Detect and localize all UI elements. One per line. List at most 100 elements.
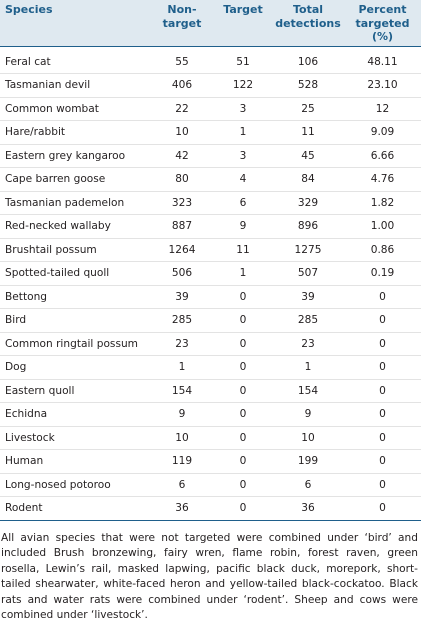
cell-species: Echidna xyxy=(0,403,150,427)
cell-non-target: 10 xyxy=(150,121,214,145)
cell-target: 1 xyxy=(214,262,272,286)
cell-total-detections: 329 xyxy=(272,191,344,215)
cell-total-detections: 11 xyxy=(272,121,344,145)
cell-percent-targeted: 1.82 xyxy=(344,191,421,215)
cell-non-target: 10 xyxy=(150,426,214,450)
cell-total-detections: 154 xyxy=(272,379,344,403)
cell-target: 0 xyxy=(214,285,272,309)
cell-non-target: 506 xyxy=(150,262,214,286)
cell-species: Hare/rabbit xyxy=(0,121,150,145)
cell-non-target: 1264 xyxy=(150,238,214,262)
cell-species: Tasmanian devil xyxy=(0,74,150,98)
cell-total-detections: 1275 xyxy=(272,238,344,262)
cell-target: 0 xyxy=(214,403,272,427)
header-non-target-label: Non- target xyxy=(163,3,202,30)
cell-species: Rodent xyxy=(0,497,150,521)
cell-total-detections: 9 xyxy=(272,403,344,427)
cell-total-detections: 23 xyxy=(272,332,344,356)
cell-percent-targeted: 23.10 xyxy=(344,74,421,98)
cell-target: 9 xyxy=(214,215,272,239)
cell-target: 0 xyxy=(214,473,272,497)
cell-non-target: 36 xyxy=(150,497,214,521)
cell-target: 0 xyxy=(214,450,272,474)
cell-non-target: 23 xyxy=(150,332,214,356)
detections-table: Species Non- target Target Total detecti… xyxy=(0,0,421,521)
cell-total-detections: 106 xyxy=(272,46,344,74)
cell-non-target: 119 xyxy=(150,450,214,474)
cell-total-detections: 84 xyxy=(272,168,344,192)
table-footnote: All avian species that were not targeted… xyxy=(0,521,421,624)
cell-non-target: 285 xyxy=(150,309,214,333)
cell-species: Common wombat xyxy=(0,97,150,121)
header-target-label: Target xyxy=(223,3,263,16)
cell-target: 0 xyxy=(214,497,272,521)
cell-species: Human xyxy=(0,450,150,474)
cell-percent-targeted: 0 xyxy=(344,450,421,474)
cell-species: Bird xyxy=(0,309,150,333)
cell-percent-targeted: 0 xyxy=(344,403,421,427)
cell-non-target: 323 xyxy=(150,191,214,215)
cell-percent-targeted: 0 xyxy=(344,332,421,356)
cell-target: 0 xyxy=(214,379,272,403)
cell-target: 0 xyxy=(214,309,272,333)
cell-total-detections: 896 xyxy=(272,215,344,239)
header-total-detections: Total detections xyxy=(272,0,344,46)
cell-target: 1 xyxy=(214,121,272,145)
cell-percent-targeted: 0.86 xyxy=(344,238,421,262)
cell-target: 4 xyxy=(214,168,272,192)
cell-percent-targeted: 0 xyxy=(344,309,421,333)
cell-percent-targeted: 0 xyxy=(344,379,421,403)
cell-total-detections: 45 xyxy=(272,144,344,168)
cell-percent-targeted: 12 xyxy=(344,97,421,121)
cell-target: 6 xyxy=(214,191,272,215)
cell-percent-targeted: 0.19 xyxy=(344,262,421,286)
cell-total-detections: 6 xyxy=(272,473,344,497)
cell-species: Brushtail possum xyxy=(0,238,150,262)
header-total-label: Total detections xyxy=(275,3,341,30)
cell-target: 0 xyxy=(214,332,272,356)
cell-percent-targeted: 4.76 xyxy=(344,168,421,192)
cell-percent-targeted: 1.00 xyxy=(344,215,421,239)
cell-target: 51 xyxy=(214,46,272,74)
cell-target: 0 xyxy=(214,356,272,380)
cell-percent-targeted: 0 xyxy=(344,473,421,497)
cell-target: 122 xyxy=(214,74,272,98)
header-percent-targeted: Percent targeted (%) xyxy=(344,0,421,46)
cell-species: Bettong xyxy=(0,285,150,309)
cell-species: Red-necked wallaby xyxy=(0,215,150,239)
cell-total-detections: 528 xyxy=(272,74,344,98)
cell-percent-targeted: 9.09 xyxy=(344,121,421,145)
cell-total-detections: 199 xyxy=(272,450,344,474)
cell-species: Spotted-tailed quoll xyxy=(0,262,150,286)
cell-species: Eastern quoll xyxy=(0,379,150,403)
cell-total-detections: 507 xyxy=(272,262,344,286)
cell-percent-targeted: 0 xyxy=(344,426,421,450)
header-species: Species xyxy=(0,0,150,46)
cell-species: Dog xyxy=(0,356,150,380)
cell-percent-targeted: 0 xyxy=(344,285,421,309)
header-target: Target xyxy=(214,0,272,46)
cell-non-target: 154 xyxy=(150,379,214,403)
cell-total-detections: 285 xyxy=(272,309,344,333)
cell-species: Tasmanian pademelon xyxy=(0,191,150,215)
cell-total-detections: 25 xyxy=(272,97,344,121)
cell-total-detections: 1 xyxy=(272,356,344,380)
cell-non-target: 42 xyxy=(150,144,214,168)
cell-percent-targeted: 0 xyxy=(344,497,421,521)
